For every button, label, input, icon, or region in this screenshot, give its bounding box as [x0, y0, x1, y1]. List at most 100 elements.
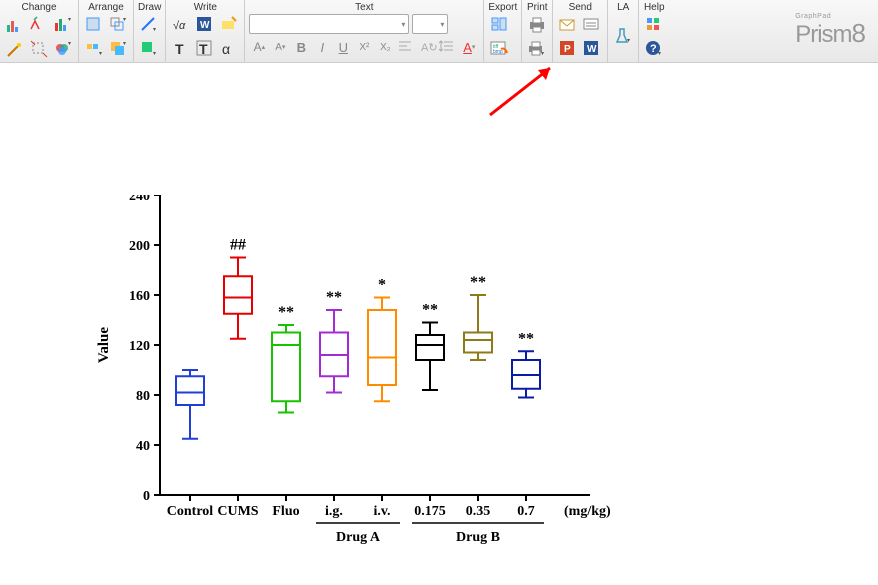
export-image-icon[interactable]: tiffbmp	[488, 38, 510, 60]
group-label-text: Text	[249, 2, 479, 14]
italic-icon[interactable]: I	[312, 37, 332, 57]
group-label-export: Export	[488, 2, 517, 14]
svg-text:▾: ▾	[123, 41, 126, 47]
bold-icon[interactable]: B	[291, 37, 311, 57]
layout-icon[interactable]	[83, 14, 105, 36]
text-rotate-icon[interactable]: A↻	[417, 37, 437, 57]
svg-text:i.g.: i.g.	[325, 504, 343, 519]
draw-shape-icon[interactable]: ▾	[138, 38, 160, 60]
portal-icon[interactable]	[643, 14, 665, 36]
logo-version: 8	[852, 18, 866, 48]
svg-text:▾: ▾	[153, 51, 156, 57]
color-scheme-icon[interactable]: ▾	[52, 38, 74, 60]
font-grow-icon[interactable]: A▴	[249, 37, 269, 57]
annotation-arrow	[480, 60, 570, 120]
svg-text:**: **	[278, 304, 294, 321]
group-help: Help ?▾	[639, 0, 669, 62]
svg-text:Fluo: Fluo	[272, 504, 299, 519]
group-write: Write √α T W T α	[166, 0, 245, 62]
font-color-icon[interactable]: A▾	[459, 37, 479, 57]
greek-icon[interactable]: α	[218, 38, 240, 60]
svg-text:240: 240	[129, 195, 150, 204]
group-change: Change ▾ ▾	[0, 0, 79, 62]
print-icon[interactable]	[526, 14, 548, 36]
group-draw: Draw ▾ ▾	[134, 0, 166, 62]
group-label-la: LA	[612, 2, 634, 14]
write-word-icon[interactable]: W	[194, 14, 216, 36]
logo: GraphPad Prism8	[795, 0, 878, 62]
underline-icon[interactable]: U	[333, 37, 353, 57]
text-tool-icon[interactable]: T	[170, 38, 192, 60]
svg-text:α: α	[222, 41, 230, 57]
export-layout-icon[interactable]	[488, 14, 510, 36]
chart-svg: 04080120160200240ValueControlCUMS##Fluo*…	[90, 195, 620, 555]
help-icon[interactable]: ?▾	[643, 38, 665, 60]
svg-text:▾: ▾	[541, 51, 544, 57]
equation-icon[interactable]: √α	[170, 14, 192, 36]
print-all-icon[interactable]: ▾	[526, 38, 548, 60]
group-icon[interactable]: ▾	[107, 14, 129, 36]
line-spacing-icon[interactable]	[438, 37, 458, 57]
crop-icon[interactable]	[28, 38, 50, 60]
svg-text:P: P	[564, 44, 571, 55]
toolbar: Change ▾ ▾ Arrange ▾ ▾	[0, 0, 878, 63]
highlight-icon[interactable]	[218, 14, 240, 36]
chart-type-icon[interactable]: ▾	[52, 14, 74, 36]
group-label-arrange: Arrange	[83, 2, 129, 14]
labarchives-icon[interactable]: ▾	[612, 25, 634, 47]
group-export: Export tiffbmp	[484, 0, 522, 62]
svg-text:▾: ▾	[627, 38, 630, 44]
send-ppt-icon[interactable]: P	[557, 38, 579, 60]
text-box-icon[interactable]: T	[194, 38, 216, 60]
svg-text:▾: ▾	[99, 51, 102, 57]
send-word-icon[interactable]: W	[581, 38, 603, 60]
svg-text:**: **	[470, 274, 486, 291]
draw-line-icon[interactable]: ▾	[138, 14, 160, 36]
align-icon[interactable]: ▾	[83, 38, 105, 60]
group-text: Text ▾ ▾ A▴ A▾ B I U X² X₂ A↻ A▾	[245, 0, 484, 62]
send-mail-icon[interactable]	[557, 14, 579, 36]
boxplot-chart: 04080120160200240ValueControlCUMS##Fluo*…	[90, 195, 620, 555]
svg-text:40: 40	[136, 439, 150, 454]
font-family-select[interactable]: ▾	[249, 14, 409, 34]
order-icon[interactable]: ▾	[107, 38, 129, 60]
svg-text:i.v.: i.v.	[373, 504, 390, 519]
group-print: Print ▾	[522, 0, 553, 62]
group-label-print: Print	[526, 2, 548, 14]
group-label-send: Send	[557, 2, 603, 14]
font-shrink-icon[interactable]: A▾	[270, 37, 290, 57]
svg-text:W: W	[200, 20, 210, 31]
svg-text:**: **	[326, 289, 342, 306]
subscript-icon[interactable]: X₂	[375, 37, 395, 57]
logo-product: Prism	[795, 21, 851, 48]
svg-text:0.7: 0.7	[517, 504, 535, 519]
svg-text:Drug A: Drug A	[336, 530, 381, 545]
svg-text:(mg/kg): (mg/kg)	[564, 504, 611, 519]
send-link-icon[interactable]	[581, 14, 603, 36]
svg-text:*: *	[378, 277, 386, 294]
group-label-help: Help	[643, 2, 665, 14]
analyze-icon[interactable]	[4, 14, 26, 36]
svg-text:▾: ▾	[68, 17, 71, 23]
svg-text:0: 0	[143, 489, 150, 504]
group-label-change: Change	[4, 2, 74, 14]
svg-text:160: 160	[129, 289, 150, 304]
svg-text:120: 120	[129, 339, 150, 354]
wand-icon[interactable]	[4, 38, 26, 60]
svg-text:T: T	[175, 41, 184, 57]
group-label-draw: Draw	[138, 2, 161, 14]
font-size-select[interactable]: ▾	[412, 14, 448, 34]
group-la: LA ▾	[608, 0, 639, 62]
svg-text:Drug B: Drug B	[456, 530, 500, 545]
group-send: Send P W	[553, 0, 608, 62]
svg-text:▾: ▾	[68, 41, 71, 47]
text-align-icon[interactable]	[396, 37, 416, 57]
svg-text:0.175: 0.175	[414, 504, 446, 519]
svg-text:▾: ▾	[123, 17, 126, 23]
svg-text:Value: Value	[96, 327, 112, 363]
svg-text:CUMS: CUMS	[217, 504, 258, 519]
superscript-icon[interactable]: X²	[354, 37, 374, 57]
svg-text:√α: √α	[173, 20, 186, 32]
duplicate-icon[interactable]	[28, 14, 50, 36]
svg-text:200: 200	[129, 239, 150, 254]
